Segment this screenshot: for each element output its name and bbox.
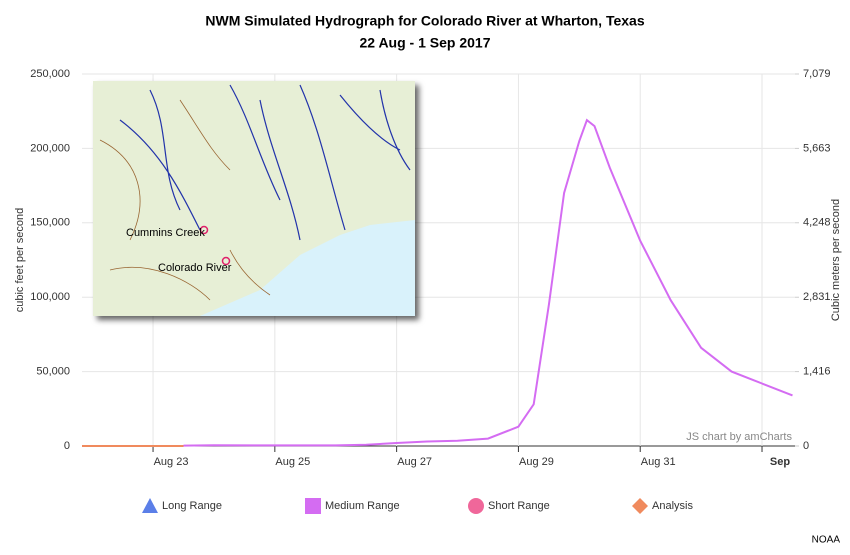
- x-tick-label: Aug 29: [519, 456, 554, 468]
- legend-marker[interactable]: [468, 498, 484, 514]
- legend-marker[interactable]: [305, 498, 321, 514]
- y-tick-label: 50,000: [36, 366, 70, 378]
- series-line: [183, 118, 793, 447]
- y2-tick-label: 5,663: [803, 142, 831, 154]
- y2-tick-label: 0: [803, 440, 809, 452]
- y-tick-label: 100,000: [30, 291, 70, 303]
- y-tick-label: 250,000: [30, 68, 70, 80]
- x-tick-label: Aug 31: [641, 456, 676, 468]
- y2-tick-label: 2,831: [803, 291, 831, 303]
- y2-tick-label: 4,248: [803, 217, 831, 229]
- x-tick-label: Aug 25: [275, 456, 310, 468]
- map-sea: [200, 220, 415, 316]
- map-label: Colorado River: [158, 262, 232, 274]
- y-tick-label: 200,000: [30, 142, 70, 154]
- y-axis-label: cubic feet per second: [14, 208, 26, 313]
- y-tick-label: 150,000: [30, 217, 70, 229]
- legend-label[interactable]: Medium Range: [325, 500, 400, 512]
- x-tick-label: Aug 27: [397, 456, 432, 468]
- legend-marker[interactable]: [142, 498, 158, 513]
- map-site: [199, 225, 209, 235]
- chart-subtitle: 22 Aug - 1 Sep 2017: [360, 35, 491, 51]
- map-roads: [99, 99, 271, 301]
- watermark: JS chart by amCharts: [686, 431, 792, 443]
- plot: [82, 118, 793, 447]
- inset-map: Cummins Creek Colorado River: [93, 81, 415, 316]
- source: NOAA: [812, 535, 841, 546]
- legend-label[interactable]: Short Range: [488, 500, 550, 512]
- legend-marker[interactable]: [632, 498, 648, 514]
- legend: Long Range Medium Range Short Range Analysi…: [142, 498, 693, 514]
- map-label: Cummins Creek: [126, 227, 205, 239]
- x-tick-label: Aug 23: [154, 456, 189, 468]
- y2-tick-label: 7,079: [803, 68, 831, 80]
- y-tick-label: 0: [64, 440, 70, 452]
- legend-label[interactable]: Long Range: [162, 500, 222, 512]
- chart-title: NWM Simulated Hydrograph for Colorado Ri…: [205, 13, 644, 29]
- y2-tick-label: 1,416: [803, 365, 831, 377]
- y2-axis-label: Cubic meters per second: [830, 199, 842, 321]
- map-site: [221, 256, 231, 266]
- legend-label[interactable]: Analysis: [652, 500, 693, 512]
- map-rivers: [119, 84, 411, 241]
- x-tick-label: Sep: [770, 456, 790, 468]
